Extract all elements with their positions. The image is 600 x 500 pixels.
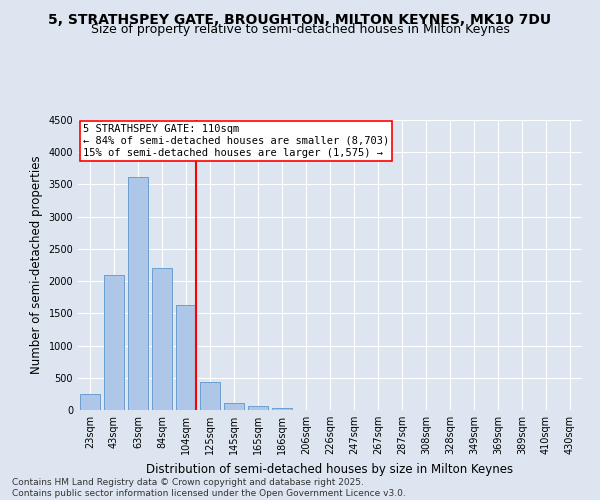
X-axis label: Distribution of semi-detached houses by size in Milton Keynes: Distribution of semi-detached houses by … <box>146 462 514 475</box>
Y-axis label: Number of semi-detached properties: Number of semi-detached properties <box>30 156 43 374</box>
Bar <box>200 382 220 410</box>
Bar <box>176 305 196 410</box>
Bar <box>248 406 268 410</box>
Bar <box>152 268 172 410</box>
Bar <box>128 176 148 410</box>
Text: Size of property relative to semi-detached houses in Milton Keynes: Size of property relative to semi-detach… <box>91 22 509 36</box>
Bar <box>104 274 124 410</box>
Text: Contains HM Land Registry data © Crown copyright and database right 2025.
Contai: Contains HM Land Registry data © Crown c… <box>12 478 406 498</box>
Text: 5 STRATHSPEY GATE: 110sqm
← 84% of semi-detached houses are smaller (8,703)
15% : 5 STRATHSPEY GATE: 110sqm ← 84% of semi-… <box>83 124 389 158</box>
Bar <box>80 394 100 410</box>
Bar <box>272 408 292 410</box>
Bar <box>224 403 244 410</box>
Text: 5, STRATHSPEY GATE, BROUGHTON, MILTON KEYNES, MK10 7DU: 5, STRATHSPEY GATE, BROUGHTON, MILTON KE… <box>49 12 551 26</box>
